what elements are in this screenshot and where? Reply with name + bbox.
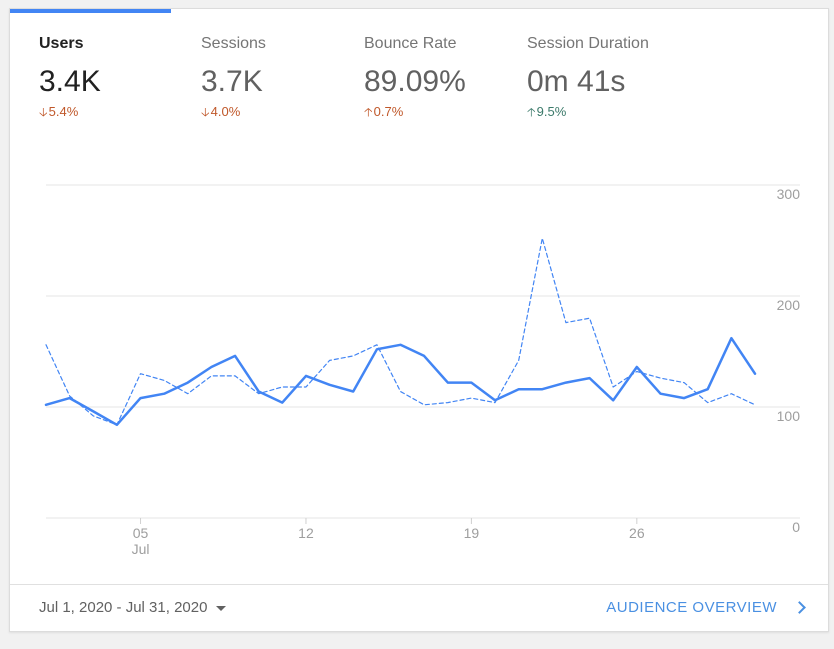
metric-tab-sessions[interactable]: Sessions 3.7K 🡣4.0% (201, 35, 266, 124)
x-tick-label: 26 (629, 525, 645, 541)
x-tick-month-label: Jul (132, 541, 150, 557)
series-line-previous-period (45, 237, 756, 426)
audience-overview-link[interactable]: AUDIENCE OVERVIEW (606, 599, 806, 616)
caret-down-icon (216, 605, 227, 611)
metric-value: 3.7K (201, 65, 263, 98)
metric-change: 🡡9.5% (527, 103, 649, 124)
x-tick-label: 19 (464, 525, 480, 541)
y-tick-label: 100 (777, 408, 801, 424)
metric-label: Bounce Rate (364, 35, 457, 52)
metric-label: Sessions (201, 35, 266, 52)
metric-tab-users[interactable]: Users 3.4K 🡣5.4% (39, 35, 101, 124)
y-tick-label: 300 (777, 186, 801, 202)
metric-label: Users (39, 35, 84, 52)
metric-label: Session Duration (527, 35, 649, 52)
arrow-down-icon: 🡣 (39, 105, 48, 119)
arrow-up-icon: 🡡 (527, 105, 536, 119)
metric-change: 🡣4.0% (201, 103, 266, 124)
metric-tab-bounce-rate[interactable]: Bounce Rate 89.09% 🡡0.7% (364, 35, 466, 124)
metric-tab-session-duration[interactable]: Session Duration 0m 41s 🡡9.5% (527, 35, 649, 124)
date-range-label: Jul 1, 2020 - Jul 31, 2020 (39, 599, 208, 616)
metric-value: 3.4K (39, 65, 101, 98)
x-tick-label: 12 (298, 525, 314, 541)
audience-card: Users 3.4K 🡣5.4% Sessions 3.7K 🡣4.0% Bou… (9, 8, 829, 632)
metric-change-value: 0.7% (373, 104, 404, 119)
metric-change-value: 5.4% (48, 104, 79, 119)
metric-change: 🡡0.7% (364, 103, 466, 124)
x-tick-label: 05 (133, 525, 149, 541)
arrow-down-icon: 🡣 (201, 105, 210, 119)
chevron-right-icon (793, 600, 806, 614)
metric-value: 0m 41s (527, 65, 626, 98)
metric-value: 89.09% (364, 65, 466, 98)
metric-change-value: 4.0% (210, 104, 241, 119)
y-tick-label: 200 (777, 297, 801, 313)
audience-overview-label: AUDIENCE OVERVIEW (606, 599, 777, 616)
series-line-current-period (44, 336, 757, 427)
metric-change: 🡣5.4% (39, 103, 101, 124)
date-range-selector[interactable]: Jul 1, 2020 - Jul 31, 2020 (39, 599, 227, 616)
y-tick-label: 0 (792, 519, 800, 535)
active-tab-indicator (10, 9, 171, 13)
metric-change-value: 9.5% (536, 104, 567, 119)
footer-divider (10, 584, 828, 585)
arrow-up-icon: 🡡 (364, 105, 373, 119)
